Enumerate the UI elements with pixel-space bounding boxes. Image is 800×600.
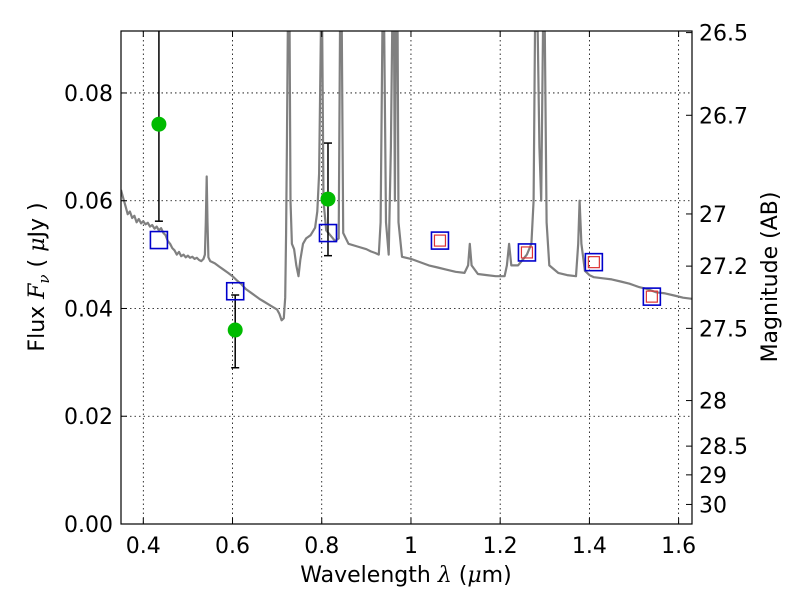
y2-tick-label: 28.5 [699, 435, 748, 460]
model-square-inner [520, 246, 534, 259]
y-axis-label-nu: ν [35, 274, 53, 283]
x-axis-unit-rest: m) [482, 563, 512, 588]
spectrum-line [121, 31, 692, 322]
y-axis-unit-rest: Jy ) [25, 202, 50, 239]
observed-point [151, 116, 167, 132]
y-tick-label: 0.04 [64, 297, 113, 322]
y-tick-label: 0.00 [64, 513, 113, 538]
y2-tick-label: 26.5 [699, 22, 748, 47]
x-axis-unit-mu: μ [467, 563, 481, 588]
model-square [642, 287, 662, 306]
x-axis-label-lambda: λ [437, 563, 452, 588]
x-axis-label: Wavelength λ (μm) [300, 563, 511, 588]
y2-tick-label: 28 [699, 390, 727, 415]
y-tick-label: 0.02 [64, 405, 113, 430]
plot-frame [120, 30, 693, 525]
model-spectrum [121, 31, 692, 322]
x-axis-label-text: Wavelength [300, 563, 431, 588]
y-tick-label: 0.08 [64, 82, 113, 107]
x-tick-label: 0.4 [126, 534, 161, 559]
y-axis-label-f: F [25, 283, 50, 300]
model-square [517, 243, 537, 262]
y2-tick-label: 30 [699, 493, 727, 518]
model-square [149, 230, 169, 250]
grid-lines [121, 31, 692, 525]
model-square [430, 231, 450, 250]
observed-point [227, 322, 243, 338]
x-tick-label: 1.4 [572, 534, 607, 559]
y-tick-label: 0.06 [64, 190, 113, 215]
y-axis-label-text: Flux [25, 306, 50, 352]
x-tick-label: 1 [404, 534, 418, 559]
y2-tick-label: 27.2 [699, 255, 748, 280]
x-tick-label: 0.6 [215, 534, 250, 559]
axis-ticks: 0.4 0.6 0.8 1 1.2 1.4 1.6 0.00 0.02 0.04 0.06 0.08 2… [64, 22, 748, 559]
y-axis-label: Flux Fν ( μJy ) [25, 202, 53, 351]
model-square-inner [433, 234, 447, 247]
y2-tick-label: 26.7 [699, 104, 748, 129]
y2-tick-label: 27.5 [699, 317, 748, 342]
y-axis-unit-open: ( [25, 259, 50, 268]
y2-tick-label: 29 [699, 464, 727, 489]
model-square-inner [587, 256, 600, 269]
x-tick-label: 0.8 [304, 534, 339, 559]
photometry-markers [149, 31, 662, 369]
model-square-inner [645, 290, 658, 303]
model-square [318, 223, 338, 243]
observed-point [320, 191, 336, 207]
y2-axis-label: Magnitude (AB) [758, 192, 783, 363]
x-tick-label: 1.2 [483, 534, 518, 559]
x-axis-unit-open: ( [459, 563, 468, 588]
model-square [584, 252, 604, 272]
y2-tick-label: 27 [699, 203, 727, 228]
y-axis-unit-mu: μ [25, 238, 50, 252]
x-tick-label: 1.6 [661, 534, 696, 559]
model-square [225, 281, 245, 301]
